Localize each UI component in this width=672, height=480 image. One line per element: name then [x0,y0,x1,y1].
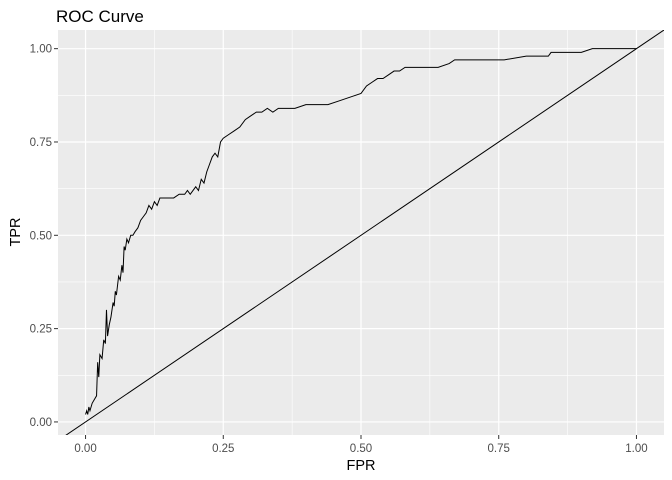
x-tick-label: 0.00 [74,443,96,455]
y-tick-label: 0.25 [30,324,52,336]
roc-curve-line [85,48,637,415]
y-axis-title: TPR [8,218,24,247]
y-axis-ticks: 0.00 0.25 0.50 0.75 1.00 [30,44,58,429]
x-tick-label: 0.75 [488,443,510,455]
x-axis-title: FPR [347,458,376,474]
y-tick-label: 0.50 [30,230,52,242]
plot-area [65,30,664,435]
x-tick-label: 0.50 [350,443,372,455]
x-tick-label: 1.00 [625,443,647,455]
y-tick-label: 1.00 [30,44,52,56]
x-axis-ticks: 0.00 0.25 0.50 0.75 1.00 [74,435,648,455]
major-grid [58,30,664,435]
y-tick-label: 0.00 [30,417,52,429]
y-tick-label: 0.75 [30,137,52,149]
x-tick-label: 0.25 [212,443,234,455]
chart-title: ROC Curve [56,7,144,26]
reference-diagonal-line [65,30,664,435]
